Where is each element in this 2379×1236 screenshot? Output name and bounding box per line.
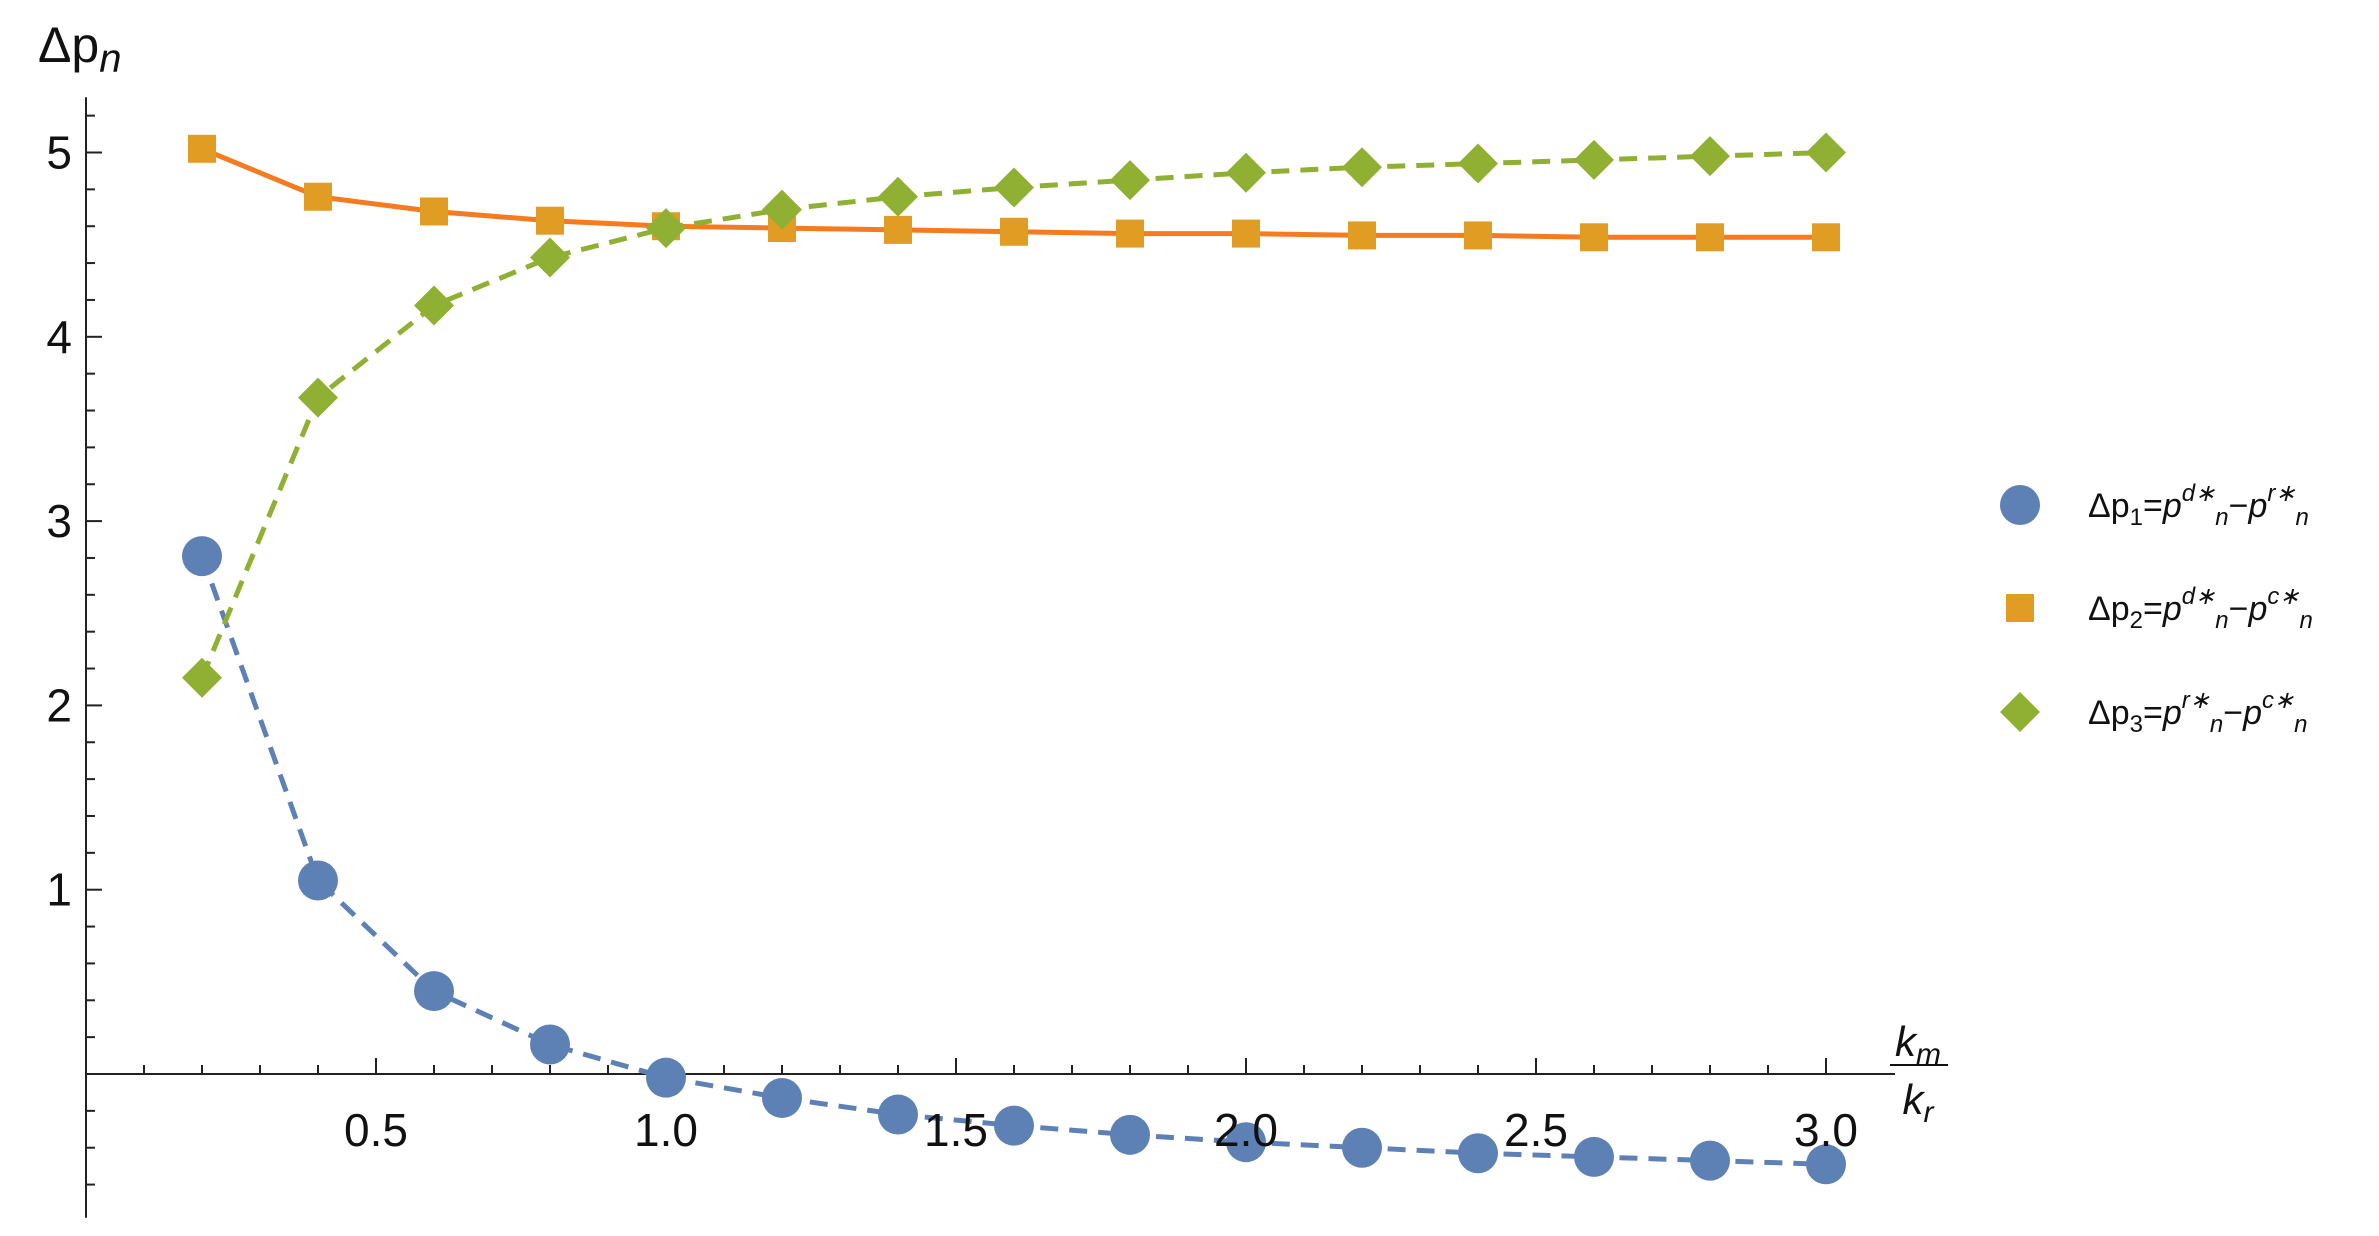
y-tick-label: 4 xyxy=(46,311,72,363)
x-axis-title-denominator: kr xyxy=(1903,1076,1935,1129)
series-3-point xyxy=(646,208,686,249)
series-3-point xyxy=(1226,152,1266,193)
axes xyxy=(85,97,1895,1218)
series-1-point xyxy=(298,860,338,901)
series-3-point xyxy=(1458,143,1498,184)
series-2-point xyxy=(1812,223,1840,252)
series-2-point xyxy=(1116,219,1144,248)
x-tick-label: 2.0 xyxy=(1214,1104,1278,1156)
legend-label-2: Δp2=pd∗n−pc∗n xyxy=(2088,583,2313,634)
legend-item-1: Δp1=pd∗n−pr∗n xyxy=(2000,480,2309,531)
series-2-point xyxy=(1000,217,1028,246)
series-1-point xyxy=(1690,1140,1730,1181)
series-1-point xyxy=(1574,1136,1614,1177)
x-tick-label: 1.0 xyxy=(634,1104,698,1156)
series-3-point xyxy=(1574,139,1614,180)
series-3-point xyxy=(1342,147,1382,188)
series-1-point xyxy=(646,1057,686,1098)
series-2-point xyxy=(1580,223,1608,252)
series-2-point xyxy=(884,215,912,244)
series-3-point xyxy=(298,377,338,418)
series-2-point xyxy=(420,197,448,226)
series-3-point xyxy=(1110,160,1150,201)
series-2-point xyxy=(304,182,332,211)
series-2-point xyxy=(536,206,564,235)
series-1-point xyxy=(1110,1114,1150,1155)
series-3-point xyxy=(994,167,1034,208)
y-tick-label: 2 xyxy=(46,679,72,731)
series-1-point xyxy=(182,536,222,577)
legend-item-3: Δp3=pr∗n−pc∗n xyxy=(2000,687,2307,738)
series-3-point xyxy=(530,237,570,278)
series-1-point xyxy=(530,1024,570,1065)
legend: Δp1=pd∗n−pr∗n Δp2=pd∗n−pc∗n Δp3=pr∗n−pc∗n xyxy=(2000,480,2313,738)
x-tick-label: 2.5 xyxy=(1504,1104,1568,1156)
x-tick-label: 3.0 xyxy=(1794,1104,1858,1156)
x-axis-title-numerator: km xyxy=(1895,1018,1941,1071)
legend-marker-3 xyxy=(2000,692,2040,732)
series-1-point xyxy=(1226,1122,1266,1163)
series-3-point xyxy=(182,657,222,698)
series-1-point xyxy=(762,1077,802,1118)
y-tick-label: 1 xyxy=(46,864,72,916)
series-1-point xyxy=(1458,1133,1498,1174)
series-3-point xyxy=(414,285,454,326)
legend-label-1: Δp1=pd∗n−pr∗n xyxy=(2088,480,2309,531)
series-2-point xyxy=(1464,221,1492,250)
x-tick-label: 1.5 xyxy=(924,1104,988,1156)
series-2-point xyxy=(1696,223,1724,252)
series-1-point xyxy=(878,1094,918,1135)
series-3-point xyxy=(762,189,802,230)
series-3-point xyxy=(1806,132,1846,173)
series-markers xyxy=(182,132,1846,1185)
y-axis-title: Δpn xyxy=(38,17,121,81)
y-tick-label: 3 xyxy=(46,495,72,547)
x-tick-label: 0.5 xyxy=(344,1104,408,1156)
series-1-point xyxy=(414,971,454,1012)
series-2-point xyxy=(1232,219,1260,248)
legend-marker-2 xyxy=(2006,594,2034,622)
legend-marker-1 xyxy=(2000,485,2040,525)
series-3-point xyxy=(878,176,918,217)
legend-item-2: Δp2=pd∗n−pc∗n xyxy=(2006,583,2313,634)
series-3-point xyxy=(1690,136,1730,177)
legend-label-3: Δp3=pr∗n−pc∗n xyxy=(2088,687,2307,738)
series-1-point xyxy=(1342,1127,1382,1168)
y-tick-label: 5 xyxy=(46,127,72,179)
series-1-point xyxy=(994,1105,1034,1146)
series-2-point xyxy=(188,134,216,163)
series-2-point xyxy=(1348,221,1376,250)
series-1-point xyxy=(1806,1144,1846,1185)
